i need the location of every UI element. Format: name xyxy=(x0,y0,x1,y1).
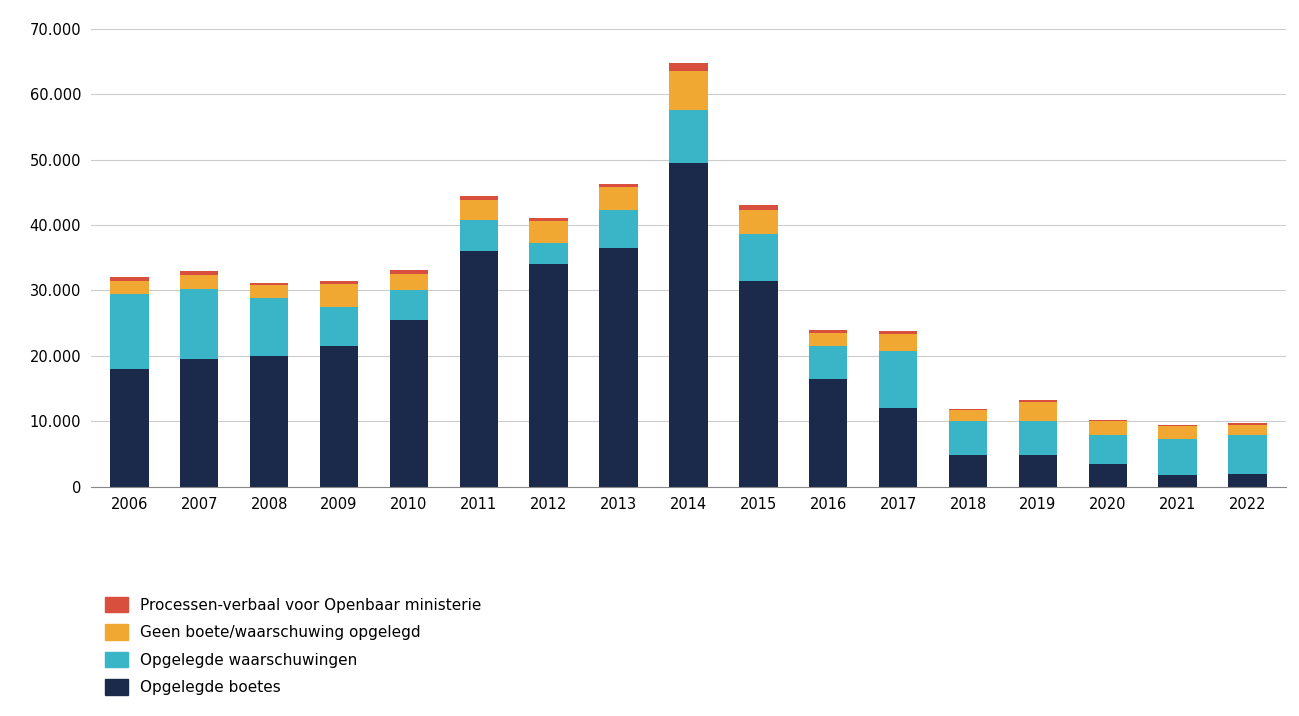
Bar xyxy=(110,281,148,294)
Bar xyxy=(739,205,778,210)
Bar xyxy=(320,307,359,346)
Bar xyxy=(110,277,148,281)
Bar xyxy=(669,110,708,163)
Bar xyxy=(460,196,498,200)
Bar xyxy=(879,408,917,487)
Bar xyxy=(1229,423,1267,425)
Bar xyxy=(1018,400,1057,402)
Bar xyxy=(1089,422,1128,435)
Bar xyxy=(948,410,987,422)
Bar xyxy=(249,356,288,487)
Bar xyxy=(739,281,778,487)
Bar xyxy=(460,200,498,220)
Bar xyxy=(1159,425,1196,426)
Bar xyxy=(110,294,148,369)
Bar xyxy=(739,210,778,233)
Bar xyxy=(599,187,638,210)
Bar xyxy=(320,281,359,284)
Bar xyxy=(390,274,429,291)
Bar xyxy=(1089,420,1128,422)
Bar xyxy=(390,320,429,487)
Bar xyxy=(809,379,847,487)
Bar xyxy=(669,63,708,71)
Bar xyxy=(320,346,359,487)
Bar xyxy=(181,289,218,359)
Bar xyxy=(249,283,288,285)
Bar xyxy=(1229,474,1267,487)
Bar xyxy=(181,276,218,289)
Bar xyxy=(739,233,778,281)
Bar xyxy=(948,422,987,455)
Bar xyxy=(948,409,987,410)
Bar xyxy=(249,299,288,356)
Bar xyxy=(1018,402,1057,422)
Bar xyxy=(530,218,568,221)
Bar xyxy=(390,291,429,320)
Bar xyxy=(1159,439,1196,475)
Bar xyxy=(948,455,987,487)
Bar xyxy=(1018,422,1057,455)
Bar xyxy=(390,270,429,274)
Bar xyxy=(879,351,917,408)
Bar xyxy=(879,331,917,334)
Legend: Processen-verbaal voor Openbaar ministerie, Geen boete/waarschuwing opgelegd, Op: Processen-verbaal voor Openbaar minister… xyxy=(99,591,487,701)
Bar xyxy=(1159,475,1196,487)
Bar xyxy=(110,369,148,487)
Bar xyxy=(599,248,638,487)
Bar xyxy=(809,330,847,333)
Bar xyxy=(181,359,218,487)
Bar xyxy=(669,71,708,110)
Bar xyxy=(879,334,917,351)
Bar xyxy=(530,264,568,487)
Bar xyxy=(599,210,638,248)
Bar xyxy=(1159,426,1196,439)
Bar xyxy=(1229,435,1267,474)
Bar xyxy=(1229,425,1267,435)
Bar xyxy=(669,163,708,487)
Bar xyxy=(1018,455,1057,487)
Bar xyxy=(460,251,498,487)
Bar xyxy=(809,346,847,379)
Bar xyxy=(460,220,498,251)
Bar xyxy=(320,284,359,307)
Bar xyxy=(1089,435,1128,464)
Bar xyxy=(181,271,218,276)
Bar xyxy=(599,184,638,187)
Bar xyxy=(809,333,847,346)
Bar xyxy=(1089,464,1128,487)
Bar xyxy=(530,221,568,243)
Bar xyxy=(530,243,568,264)
Bar xyxy=(249,285,288,299)
